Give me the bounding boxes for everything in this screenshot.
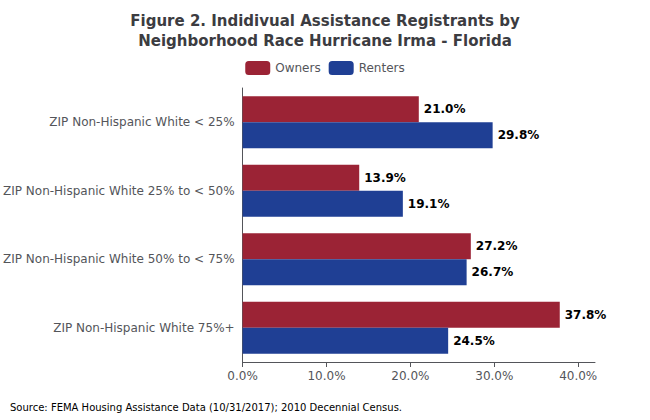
svg-text:26.7%: 26.7%	[472, 265, 514, 279]
svg-text:21.0%: 21.0%	[424, 102, 466, 116]
svg-text:Neighborhood Race Hurricane Ir: Neighborhood Race Hurricane Irma - Flori…	[138, 32, 512, 50]
svg-text:27.2%: 27.2%	[476, 239, 518, 253]
svg-text:ZIP Non-Hispanic White 25% to: ZIP Non-Hispanic White 25% to < 50%	[3, 184, 235, 198]
svg-text:0.0%: 0.0%	[227, 369, 258, 383]
svg-text:10.0%: 10.0%	[307, 369, 345, 383]
svg-text:Renters: Renters	[359, 61, 405, 75]
svg-text:30.0%: 30.0%	[475, 369, 513, 383]
svg-text:40.0%: 40.0%	[559, 369, 597, 383]
svg-text:29.8%: 29.8%	[498, 128, 540, 142]
svg-text:ZIP Non-Hispanic White 75%+: ZIP Non-Hispanic White 75%+	[53, 321, 234, 335]
svg-text:13.9%: 13.9%	[364, 171, 406, 185]
svg-text:Source: FEMA Housing Assistanc: Source: FEMA Housing Assistance Data (10…	[10, 402, 402, 413]
svg-text:20.0%: 20.0%	[391, 369, 429, 383]
svg-text:Figure 2. Indidivual Assistanc: Figure 2. Indidivual Assistance Registra…	[130, 12, 520, 30]
svg-text:ZIP Non-Hispanic White 50% to: ZIP Non-Hispanic White 50% to < 75%	[3, 252, 235, 266]
svg-text:Owners: Owners	[275, 61, 320, 75]
svg-text:37.8%: 37.8%	[565, 308, 607, 322]
svg-text:24.5%: 24.5%	[453, 334, 495, 348]
svg-text:ZIP Non-Hispanic White < 25%: ZIP Non-Hispanic White < 25%	[49, 115, 234, 129]
svg-text:19.1%: 19.1%	[408, 197, 450, 211]
